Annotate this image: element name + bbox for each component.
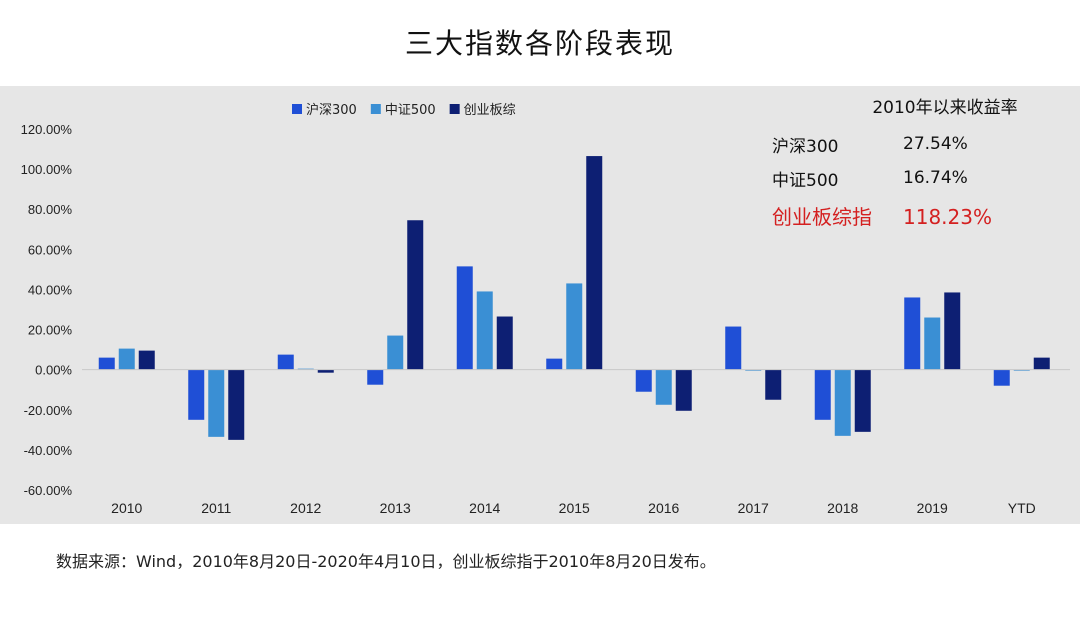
x-tick-label: YTD [1008,500,1036,516]
bar-2019-2 [924,317,941,370]
y-tick-label: 120.00% [21,122,73,137]
legend-swatch-3 [449,104,460,114]
y-tick-label: 40.00% [28,282,73,297]
plot-background [0,86,1080,524]
bar-2015-3 [586,156,603,370]
x-tick-label: 2019 [917,500,948,516]
bar-2019-1 [904,297,921,370]
bar-chart: -60.00% -40.00% -20.00% 0.00% 20.00% 40.00% 60… [0,86,1080,524]
y-tick-label: -40.00% [24,443,73,458]
chart-area: -60.00% -40.00% -20.00% 0.00% 20.00% 40.00% 60… [0,86,1080,524]
bar-2015-1 [546,358,563,370]
bar-2015-2 [566,283,583,370]
y-tick-label: 80.00% [28,202,73,217]
bar-2016-1 [635,369,652,392]
bar-2011-3 [228,369,245,440]
bar-2019-3 [944,292,961,370]
y-tick-label: -20.00% [24,403,73,418]
bar-2010-3 [138,350,155,370]
y-tick-label: 100.00% [21,162,73,177]
x-tick-label: 2014 [469,500,500,516]
x-tick-label: 2015 [559,500,590,516]
bar-2017-2 [745,369,762,371]
legend-label: 中证500 [385,103,436,118]
legend-swatch-1 [292,104,302,114]
bar-2018-2 [834,369,851,436]
bar-2012-3 [317,369,334,373]
bar-2012-2 [297,368,314,370]
bar-YTD-2 [1013,369,1030,371]
bar-YTD-1 [993,369,1010,386]
bar-2018-1 [814,369,831,420]
bar-2018-3 [854,369,871,432]
summary-heading: 2010年以来收益率 [872,98,1017,118]
y-tick-label: -60.00% [24,483,73,498]
bar-2017-3 [765,369,782,400]
legend-swatch-2 [370,104,381,114]
x-tick-label: 2018 [827,500,858,516]
bar-2010-2 [118,348,135,370]
bar-2010-1 [98,357,115,370]
bar-2014-2 [476,291,493,370]
legend-label: 沪深300 [306,102,357,118]
summary-name: 创业板综指 [772,205,872,229]
y-tick-label: 20.00% [28,323,73,338]
bar-2017-1 [725,326,742,370]
summary-value: 27.54% [903,134,968,154]
summary-name: 中证500 [772,171,838,191]
bar-YTD-3 [1033,357,1050,370]
x-tick-label: 2012 [290,500,321,516]
bar-2016-2 [655,369,672,405]
source-note: 数据来源：Wind，2010年8月20日-2020年4月10日，创业板综指于20… [56,552,716,571]
bar-2012-1 [277,354,294,370]
x-tick-label: 2017 [738,500,769,516]
summary-name: 沪深300 [772,137,838,157]
bar-2013-1 [367,369,384,385]
bar-2011-1 [188,369,205,420]
summary-value: 118.23% [903,205,992,229]
bar-2016-3 [675,369,692,411]
bar-2013-3 [407,220,424,370]
summary-value: 16.74% [903,168,968,188]
legend-label: 创业板综 [464,103,516,118]
x-tick-label: 2011 [201,500,231,516]
x-tick-label: 2010 [111,500,142,516]
chart-title: 三大指数各阶段表现 [404,27,675,60]
y-tick-label: 60.00% [28,242,73,257]
bar-2013-2 [387,335,404,370]
y-tick-label: 0.00% [35,363,72,378]
x-tick-label: 2013 [380,500,411,516]
x-tick-label: 2016 [648,500,679,516]
bar-2014-3 [496,316,513,370]
bar-2011-2 [208,369,225,437]
bar-2014-1 [456,266,473,370]
